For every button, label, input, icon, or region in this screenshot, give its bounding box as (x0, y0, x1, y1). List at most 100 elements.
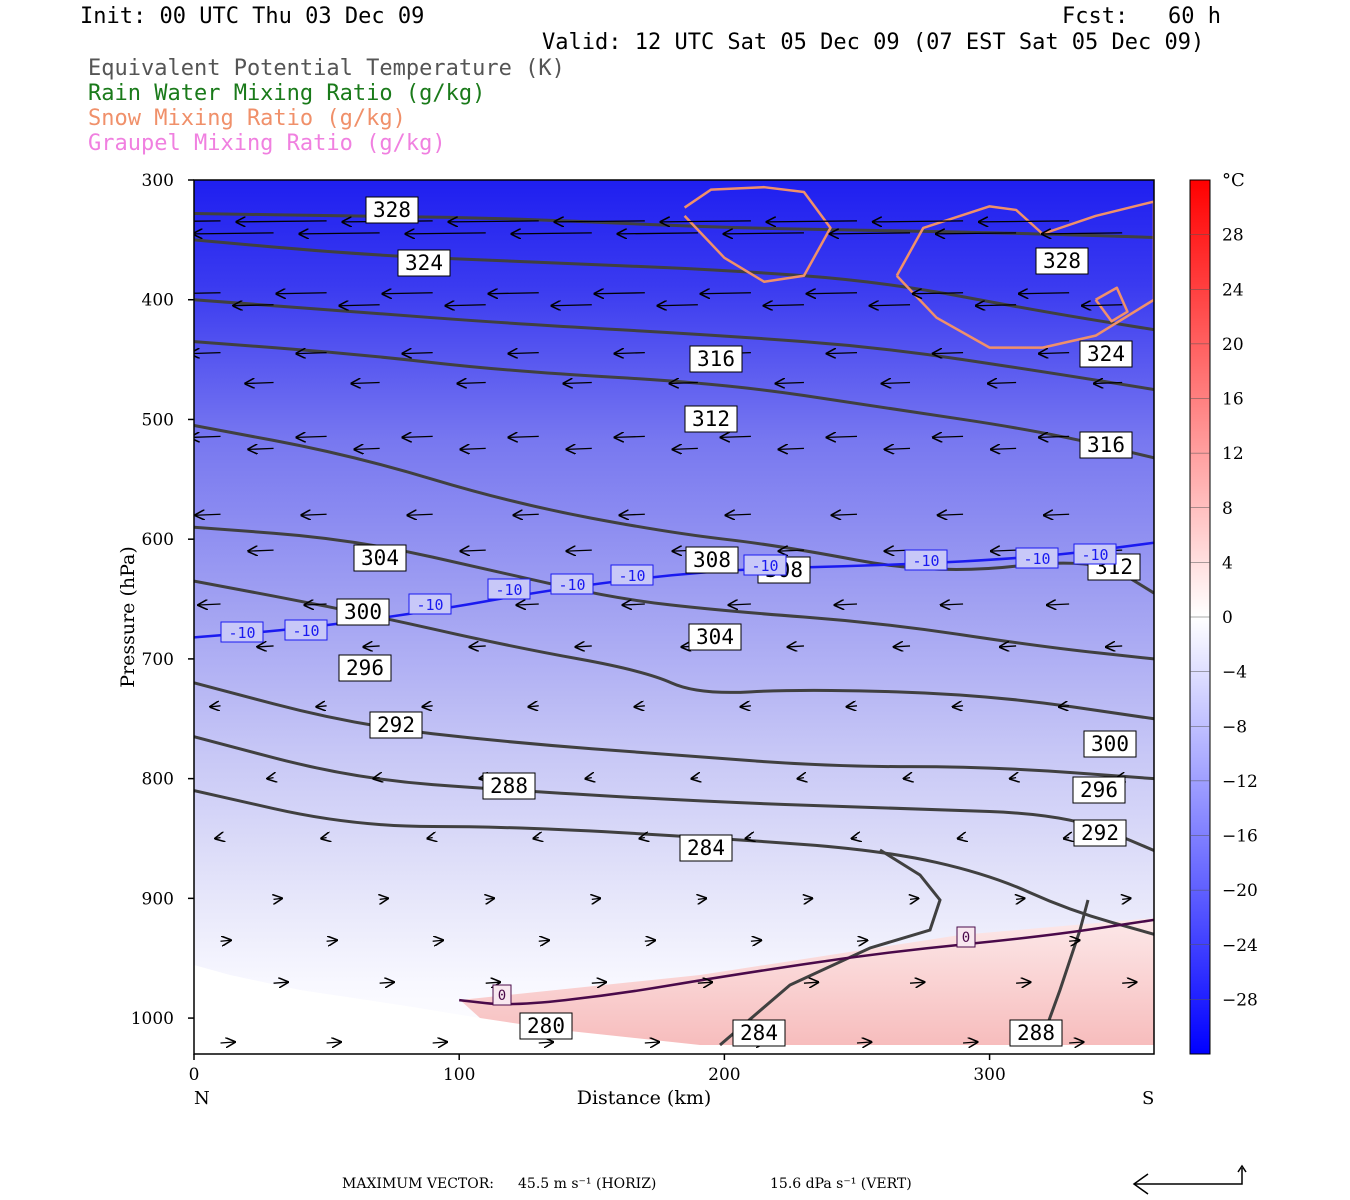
wind-vector (194, 233, 274, 234)
wind-vector (216, 837, 221, 838)
theta-e-label: 308 (693, 548, 731, 572)
wind-vector (729, 604, 751, 605)
wind-vector (953, 706, 964, 707)
wind-vector (830, 233, 911, 234)
terrain-mask (194, 965, 1154, 1054)
wind-vector (211, 706, 221, 707)
wind-vector (882, 383, 911, 384)
wind-vector (555, 221, 645, 222)
valid-label: Valid: 12 UTC Sat 05 Dec 09 (07 EST Sat … (542, 30, 1205, 55)
wind-vector (406, 233, 486, 234)
theta-e-label-box (369, 711, 423, 739)
wind-vector (767, 221, 857, 222)
wind-vector (538, 940, 549, 941)
wind-vector (220, 1042, 235, 1043)
theta-e-label-box (684, 405, 738, 433)
wind-vector (364, 646, 380, 647)
isotherm-label-box (743, 554, 787, 576)
wind-vector (249, 550, 274, 551)
isotherm-label-box (956, 926, 976, 948)
theta-e-label: 312 (692, 407, 730, 431)
wind-vector (432, 940, 443, 941)
colorbar-tick-label: 12 (1222, 444, 1244, 464)
theta-e-label: 316 (697, 347, 735, 371)
colorbar-unit: °C (1222, 170, 1245, 191)
theta-e-label-box (482, 772, 536, 800)
wind-vector (803, 982, 818, 983)
wind-vector (470, 646, 486, 647)
x-tick-label: 200 (708, 1065, 740, 1085)
wind-vector (640, 837, 645, 838)
y-tick-label: 300 (142, 171, 174, 191)
theta-e-contour-300 (194, 681, 1154, 781)
theta-e-label-box (1079, 340, 1133, 368)
wind-vector (873, 221, 964, 222)
wind-vector (297, 353, 327, 354)
theta-e-label: 288 (1017, 1021, 1055, 1045)
wind-vector (326, 940, 337, 941)
wind-vector (595, 293, 645, 294)
wind-vector (538, 1042, 553, 1043)
isotherm-label-box (487, 578, 531, 600)
wind-vector (249, 448, 274, 449)
wind-vector (1019, 293, 1070, 294)
wind-vector (340, 305, 380, 306)
wind-vector (909, 982, 924, 983)
x-axis-title: Distance (km) (577, 1087, 712, 1109)
theta-e-label: 292 (1081, 821, 1119, 845)
colorbar-tick-label: 28 (1222, 226, 1244, 246)
theta-e-label: 328 (373, 198, 411, 222)
theta-e-label: 304 (696, 625, 734, 649)
wind-vector (847, 706, 858, 707)
wind-vector (979, 221, 1070, 222)
wind-vector (976, 305, 1017, 306)
wind-vector (615, 436, 645, 437)
theta-e-label: 284 (740, 1021, 778, 1045)
theta-e-label-box (1072, 776, 1126, 804)
wind-vector (380, 898, 388, 899)
init-label: Init: 00 UTC Thu 03 Dec 09 (80, 4, 425, 29)
colorbar-tick-label: −24 (1222, 936, 1258, 956)
y-tick-label: 1000 (131, 1009, 174, 1029)
colorbar-tick-label: 4 (1222, 553, 1233, 573)
isotherm-label: -10 (618, 567, 645, 585)
wind-vector (273, 982, 288, 983)
wind-vector (446, 305, 486, 306)
wind-vector (670, 383, 698, 384)
wind-vector (1069, 1042, 1083, 1043)
theta-e-label-box (338, 654, 392, 682)
theta-e-label-box (679, 834, 733, 862)
max-vector-horiz: 45.5 m s⁻¹ (HORIZ) (518, 1176, 657, 1192)
x-tick-label: 300 (973, 1065, 1005, 1085)
isotherm-label-box (1073, 543, 1117, 565)
wind-vector (509, 353, 539, 354)
wind-vector (1000, 646, 1017, 647)
wind-vector (591, 982, 606, 983)
wind-vector (1016, 898, 1024, 899)
wind-vector (933, 436, 964, 437)
theta-e-label: 292 (377, 713, 415, 737)
y-tick-label: 900 (142, 889, 174, 909)
wind-vector (776, 383, 804, 384)
wind-vector (779, 448, 804, 449)
theta-e-label: 328 (1043, 249, 1081, 273)
wind-vector (721, 436, 751, 437)
theta-e-label-box (336, 598, 390, 626)
wind-vector (807, 293, 857, 294)
wind-vector (317, 706, 327, 707)
wind-vector (832, 514, 858, 515)
theta-e-label-box (353, 544, 407, 572)
wind-vector (274, 898, 282, 899)
wind-vector (788, 646, 804, 647)
wind-vector (1039, 436, 1070, 437)
wind-vector (564, 383, 592, 384)
wind-vector (936, 233, 1017, 234)
wind-vector (835, 604, 858, 605)
wind-vector (529, 706, 539, 707)
theta-e-label-box (1035, 247, 1089, 275)
theta-e-contour-284 (719, 848, 942, 1047)
wind-vector (750, 940, 761, 941)
wind-vector (512, 233, 592, 234)
wind-vector (461, 550, 486, 551)
isotherm-label: -10 (228, 624, 255, 642)
